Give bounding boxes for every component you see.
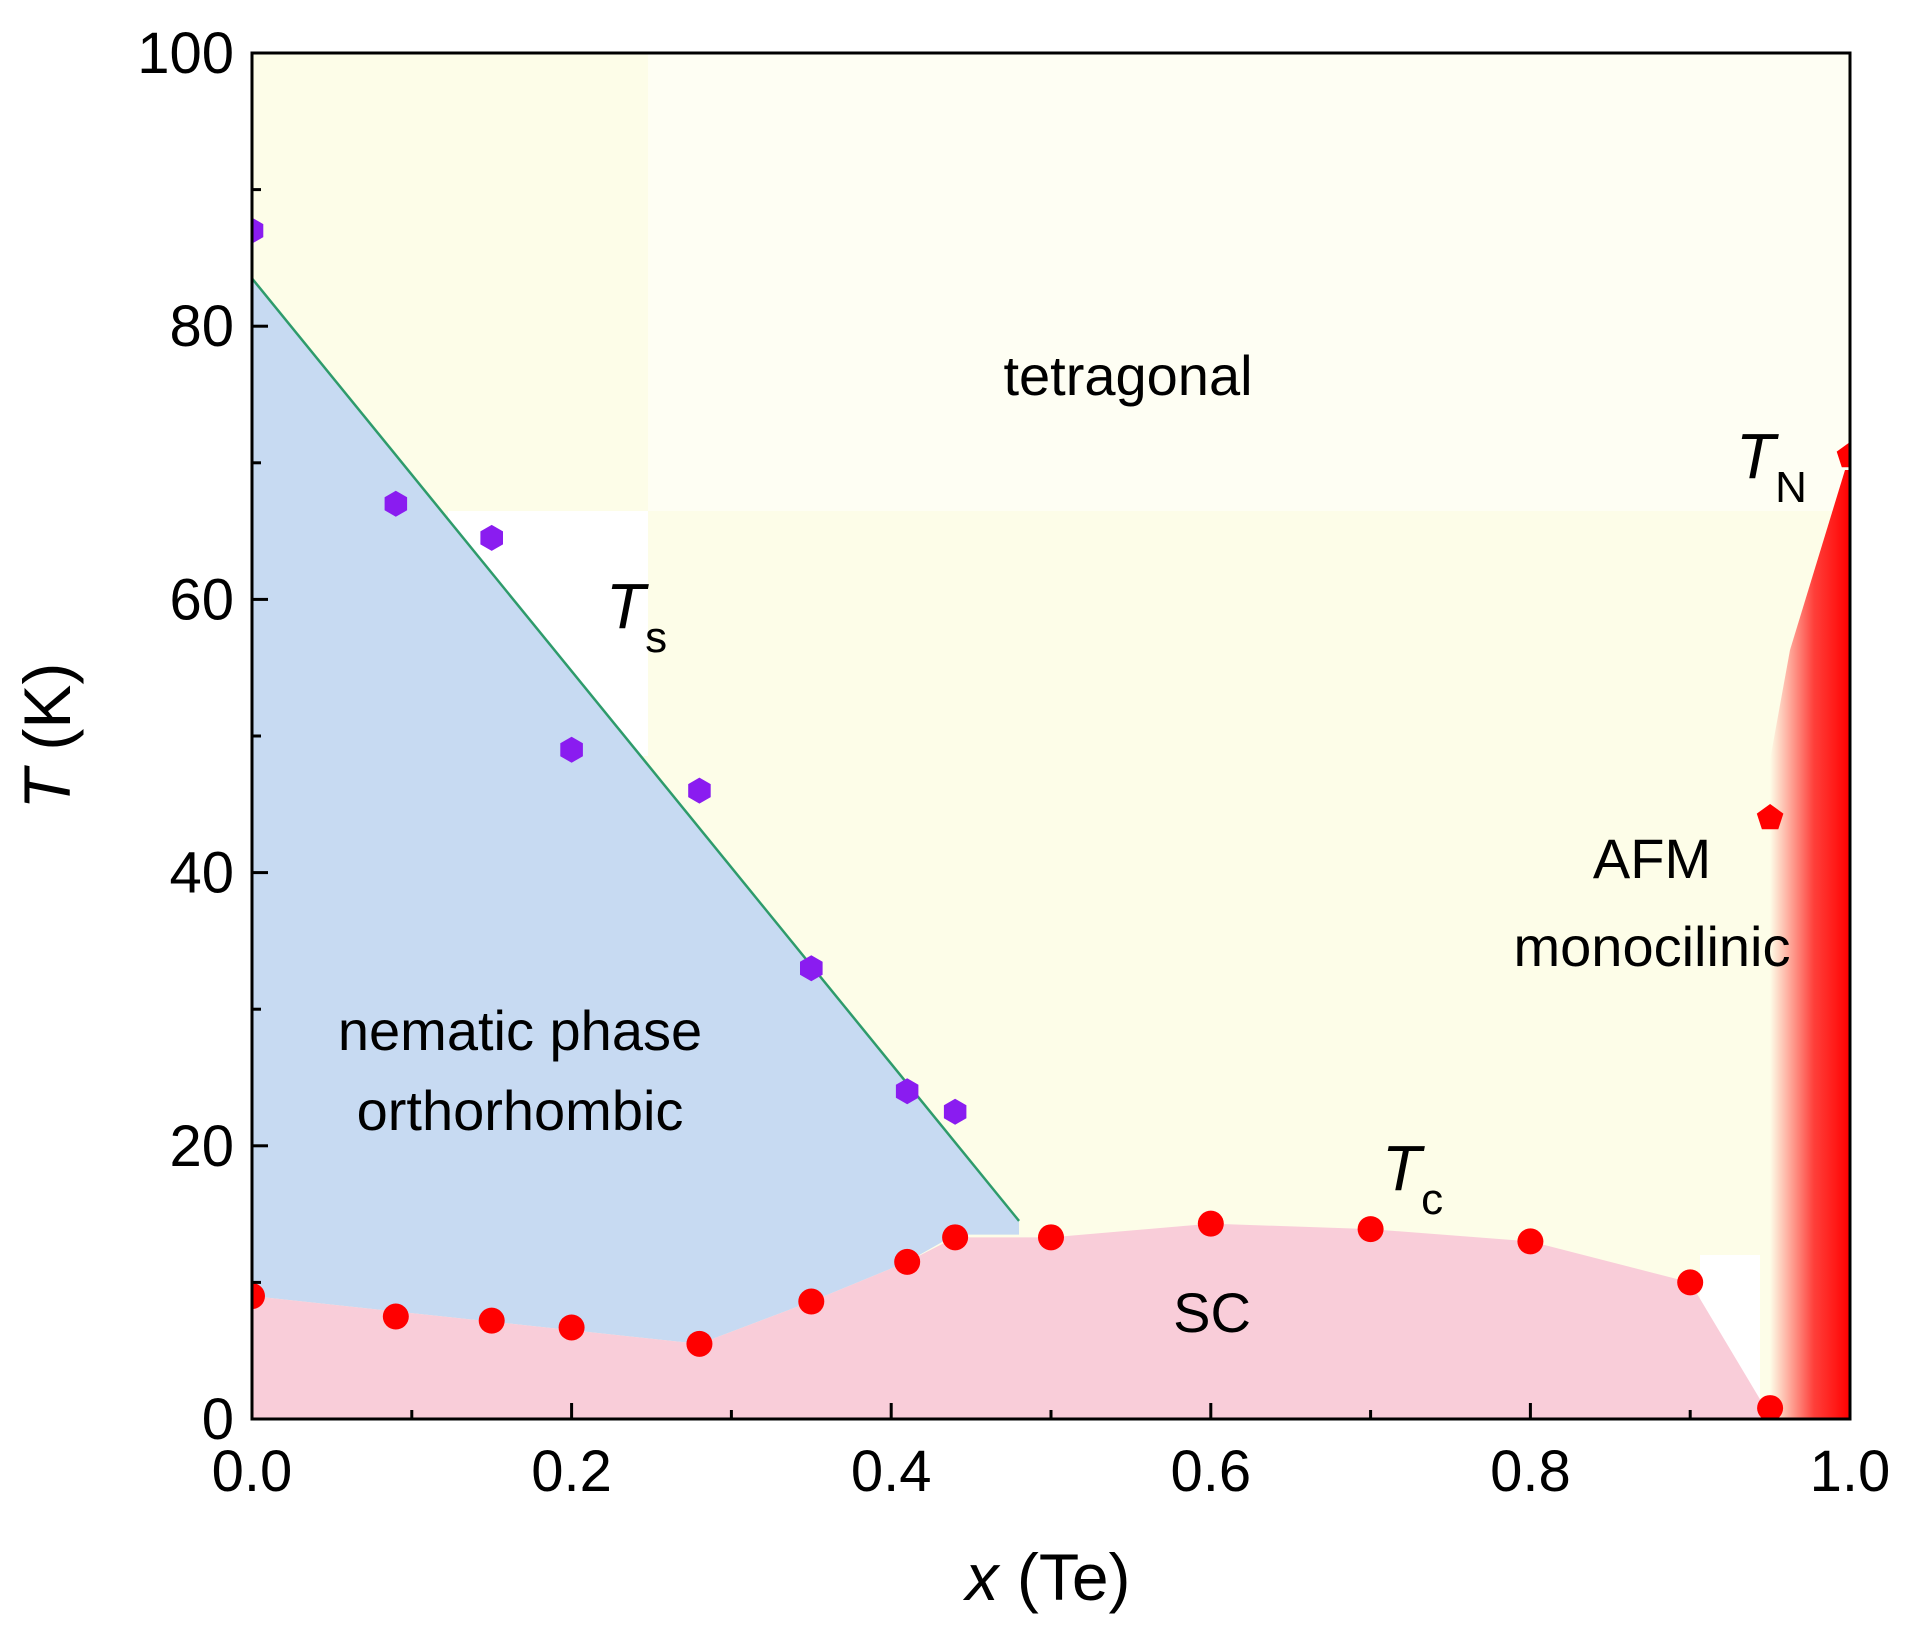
afm-region — [1770, 470, 1850, 1419]
marker-tc-0 — [252, 1283, 265, 1310]
series-label-ts-main: T — [606, 570, 649, 642]
marker-ts-5 — [800, 955, 823, 982]
series-label-tc: Tc — [1382, 1132, 1443, 1224]
marker-tc-1 — [382, 1303, 409, 1330]
marker-ts-3 — [560, 736, 583, 763]
x-axis-title-variable: x — [963, 1540, 1001, 1614]
data-markers — [252, 217, 1850, 1419]
axis-ticks: 0.0 0.2 0.4 0.6 0.8 1.0 0 20 40 60 80 100 — [137, 21, 1890, 1504]
marker-tc-2 — [478, 1307, 505, 1334]
x-axis-title: x (Te) — [963, 1540, 1131, 1614]
marker-tc-3 — [558, 1314, 585, 1341]
marker-tn-1 — [1836, 442, 1850, 468]
series-label-tn-sub: N — [1775, 463, 1807, 512]
marker-tc-8 — [1038, 1224, 1064, 1251]
plot-area — [252, 53, 1850, 1419]
series-label-ts-sub: s — [645, 613, 667, 662]
region-label-sc: SC — [1173, 1281, 1251, 1344]
marker-ts-7 — [943, 1098, 967, 1125]
region-label-nematic-line1: nematic phase — [338, 999, 702, 1062]
series-label-tn: TN — [1736, 420, 1807, 512]
marker-ts-1 — [384, 490, 408, 517]
region-label-afm-line1: AFM — [1593, 827, 1711, 890]
x-tick-label: 0.0 — [212, 1439, 293, 1504]
marker-tc-10 — [1357, 1216, 1384, 1243]
tetragonal-region-light-band — [648, 53, 1850, 511]
y-tick-label: 0 — [202, 1387, 234, 1452]
marker-ts-2 — [480, 524, 503, 551]
x-axis-title-unit: (Te) — [999, 1540, 1131, 1614]
marker-tc-12 — [1677, 1269, 1704, 1296]
region-label-tetragonal: tetragonal — [1003, 344, 1252, 407]
marker-tc-6 — [894, 1248, 921, 1275]
series-label-tc-main: T — [1382, 1132, 1425, 1204]
marker-tc-5 — [798, 1288, 825, 1315]
marker-tc-11 — [1517, 1228, 1544, 1255]
marker-tc-9 — [1197, 1210, 1224, 1237]
marker-ts-6 — [895, 1078, 919, 1105]
series-label-ts: Ts — [606, 570, 667, 662]
marker-tc-7 — [942, 1224, 969, 1251]
y-tick-label: 100 — [137, 21, 234, 86]
y-tick-label: 40 — [169, 841, 234, 906]
marker-ts-0 — [252, 217, 264, 244]
nematic-region — [252, 278, 1020, 1344]
x-tick-label: 0.6 — [1170, 1439, 1251, 1504]
x-tick-label: 0.8 — [1490, 1439, 1571, 1504]
y-tick-label: 80 — [169, 294, 234, 359]
marker-ts-4 — [688, 777, 711, 804]
region-label-afm-line2: monocilinic — [1514, 915, 1791, 978]
x-tick-label: 1.0 — [1810, 1439, 1891, 1504]
y-tick-label: 20 — [169, 1114, 234, 1179]
series-label-tn-main: T — [1736, 420, 1779, 492]
marker-tc-13 — [1757, 1395, 1784, 1419]
y-axis-title-variable: T — [10, 764, 84, 809]
region-label-nematic-line2: orthorhombic — [357, 1079, 684, 1142]
y-axis-title-unit: (K) — [10, 663, 84, 769]
y-axis-title: T (K) — [10, 663, 84, 810]
marker-tc-4 — [686, 1330, 713, 1357]
y-tick-label: 60 — [169, 567, 234, 632]
marker-tn-0 — [1756, 804, 1784, 830]
x-tick-label: 0.4 — [851, 1439, 932, 1504]
series-label-tc-sub: c — [1421, 1175, 1443, 1224]
x-tick-label: 0.2 — [531, 1439, 612, 1504]
ts-boundary-line — [252, 277, 1021, 1222]
sc-region — [252, 1223, 1767, 1419]
